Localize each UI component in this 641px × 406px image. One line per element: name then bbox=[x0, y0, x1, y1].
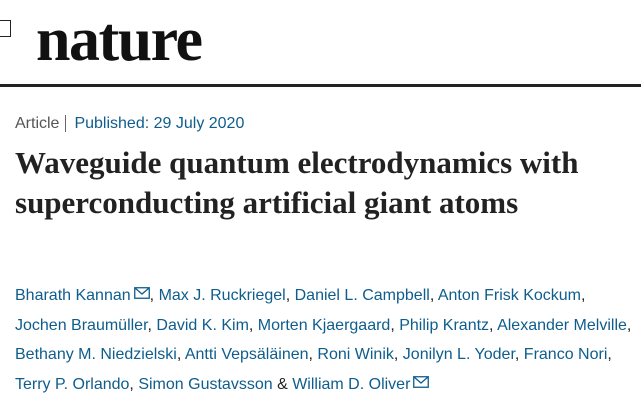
separator: , bbox=[248, 316, 254, 334]
author-name[interactable]: Jochen Braumüller bbox=[15, 316, 148, 334]
separator: , bbox=[176, 346, 182, 363]
separator: , bbox=[607, 346, 612, 363]
author-name[interactable]: Alexander Melville bbox=[497, 316, 627, 334]
article-meta: Article Published: 29 July 2020 bbox=[15, 113, 245, 135]
separator: , bbox=[393, 346, 399, 363]
author-name[interactable]: Franco Nori bbox=[523, 346, 608, 363]
separator: , bbox=[285, 287, 291, 304]
author: Daniel L. Campbell bbox=[295, 287, 430, 304]
author-name[interactable]: Morten Kjaergaard bbox=[257, 316, 391, 334]
author-name[interactable]: Daniel L. Campbell bbox=[294, 287, 430, 304]
separator: , bbox=[429, 287, 435, 304]
separator: , bbox=[580, 287, 586, 304]
separator: , bbox=[514, 346, 520, 363]
author: Franco Nori bbox=[524, 346, 608, 363]
author: Bethany M. Niedzielski bbox=[15, 346, 177, 363]
author-name[interactable]: Max J. Ruckriegel bbox=[158, 287, 286, 304]
author-name[interactable]: Roni Winik bbox=[317, 346, 394, 363]
separator: , bbox=[308, 346, 313, 363]
mail-icon[interactable] bbox=[413, 375, 430, 388]
author: Morten Kjaergaard bbox=[258, 317, 391, 334]
author-name[interactable]: David K. Kim bbox=[156, 316, 249, 334]
separator: , bbox=[149, 287, 155, 304]
author: Jochen Braumüller bbox=[15, 317, 148, 334]
author-name[interactable]: Jonilyn L. Yoder bbox=[402, 346, 515, 363]
separator: , bbox=[489, 316, 494, 334]
mail-icon[interactable] bbox=[133, 287, 150, 299]
author: Antti Vepsäläinen bbox=[185, 346, 309, 363]
author: William D. Oliver bbox=[292, 375, 430, 393]
article-type: Article bbox=[15, 115, 60, 132]
header-rule bbox=[0, 84, 641, 87]
author-name[interactable]: William D. Oliver bbox=[292, 375, 411, 393]
author-name[interactable]: Bethany M. Niedzielski bbox=[15, 346, 177, 363]
separator: , bbox=[147, 316, 152, 334]
author-name[interactable]: Antti Vepsäläinen bbox=[184, 346, 309, 363]
author: Jonilyn L. Yoder bbox=[403, 346, 515, 363]
author-name[interactable]: Bharath Kannan bbox=[15, 287, 131, 304]
published-date: Published: 29 July 2020 bbox=[65, 115, 245, 132]
author-list: Bharath Kannan, Max J. Ruckriegel, Danie… bbox=[15, 281, 639, 399]
menu-box[interactable] bbox=[0, 20, 11, 37]
author: Alexander Melville bbox=[497, 317, 627, 334]
author: Roni Winik bbox=[317, 346, 393, 363]
author: David K. Kim bbox=[156, 317, 248, 334]
logo[interactable]: nature bbox=[36, 6, 203, 74]
author: Philip Krantz bbox=[399, 317, 489, 334]
separator: , bbox=[129, 375, 134, 393]
author-name[interactable]: Philip Krantz bbox=[399, 316, 490, 334]
author: Bharath Kannan bbox=[15, 287, 150, 304]
author-name[interactable]: Simon Gustavsson bbox=[138, 375, 273, 393]
author: Terry P. Orlando bbox=[15, 376, 129, 393]
author-name[interactable]: Terry P. Orlando bbox=[15, 375, 130, 393]
author: Anton Frisk Kockum bbox=[438, 287, 581, 304]
article-title: Waveguide quantum electrodynamics with s… bbox=[15, 145, 579, 220]
separator: & bbox=[277, 375, 288, 393]
author: Simon Gustavsson bbox=[138, 376, 272, 393]
author: Max J. Ruckriegel bbox=[159, 287, 286, 304]
author-name[interactable]: Anton Frisk Kockum bbox=[437, 287, 581, 304]
separator: , bbox=[390, 316, 395, 334]
separator: , bbox=[626, 316, 632, 334]
